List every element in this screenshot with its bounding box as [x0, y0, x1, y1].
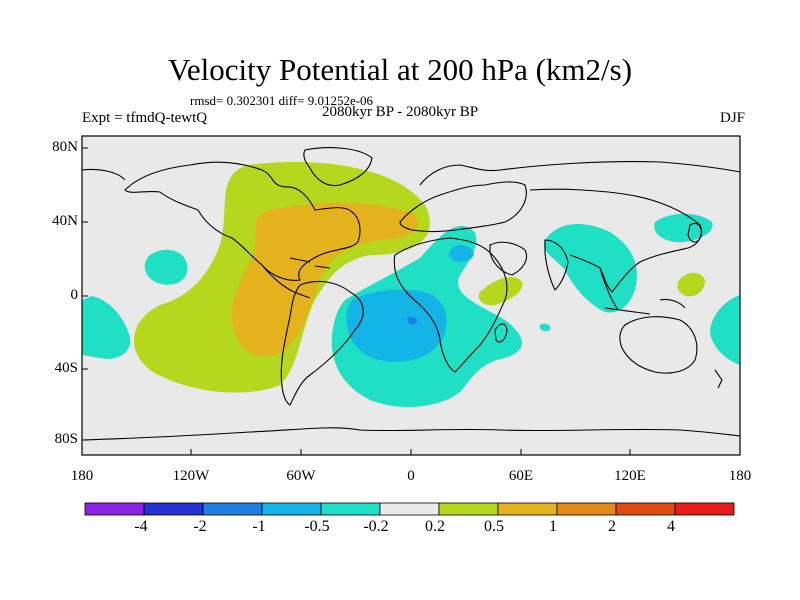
negative-core-egypt: [449, 245, 474, 262]
colorbar-swatch: [202, 502, 263, 516]
lat-label-80n: 80N: [52, 139, 78, 155]
period-label: 2080kyr BP - 2080kyr BP: [321, 104, 479, 120]
lon-label-120w: 120W: [172, 468, 210, 484]
negative-region-east-pacific: [82, 296, 131, 359]
positive-patch-west-pacific: [677, 272, 705, 297]
colorbar-swatch: [497, 502, 558, 516]
colorbar-swatch: [556, 502, 617, 516]
colorbar-swatch: [84, 502, 145, 516]
colorbar-label: 0.5: [484, 518, 504, 535]
negative-core-south-atlantic: [346, 289, 447, 362]
lat-label-eq: 0: [70, 287, 79, 303]
experiment-label: Expt = tfmdQ-tewtQ: [82, 110, 208, 126]
colorbar-label: -0.2: [363, 518, 389, 535]
colorbar-swatch: [320, 502, 381, 516]
colorbar-label: -4: [134, 518, 148, 535]
axis-ticks: [81, 147, 741, 455]
colorbar-swatch: [674, 502, 735, 516]
season-label: DJF: [719, 110, 745, 126]
positive-patch-east-africa: [478, 277, 523, 306]
colorbar-label: 0.2: [425, 518, 445, 535]
colorbar-label: 4: [667, 518, 675, 535]
colorbar-label: -1: [252, 518, 266, 535]
colorbar-label: 1: [549, 518, 557, 535]
negative-patch-south-india: [539, 323, 551, 332]
colorbar-swatch: [438, 502, 499, 516]
negative-region-central-pacific: [144, 249, 188, 285]
lon-label-0: 0: [407, 468, 415, 484]
lon-label-180e: 180: [728, 468, 752, 484]
lat-label-40s: 40S: [54, 360, 78, 376]
colorbar-label: 2: [608, 518, 616, 535]
negative-region-japan: [654, 213, 713, 243]
colorbar-swatch: [379, 502, 440, 516]
negative-region-australia-east: [710, 295, 740, 365]
lon-label-60e: 60E: [508, 468, 534, 484]
contour-fills: [82, 161, 740, 407]
positive-core-americas: [231, 203, 419, 357]
colorbar-label: -2: [193, 518, 207, 535]
colorbar-swatch: [615, 502, 676, 516]
lat-label-80s: 80S: [54, 431, 78, 447]
chart-title: Velocity Potential at 200 hPa (km2/s): [167, 52, 633, 87]
coastlines: [82, 147, 740, 441]
colorbar-label: -0.5: [304, 518, 330, 535]
lat-label-40n: 40N: [52, 213, 78, 229]
lon-label-120e: 120E: [614, 468, 646, 484]
lon-label-180w: 180: [70, 468, 94, 484]
stats-label: rmsd= 0.302301 diff= 9.01252e-06: [190, 93, 374, 108]
colorbar-swatch: [261, 502, 322, 516]
lon-label-60w: 60W: [286, 468, 316, 484]
colorbar: [84, 502, 735, 516]
colorbar-swatch: [143, 502, 204, 516]
negative-spot-atlantic: [407, 316, 418, 325]
